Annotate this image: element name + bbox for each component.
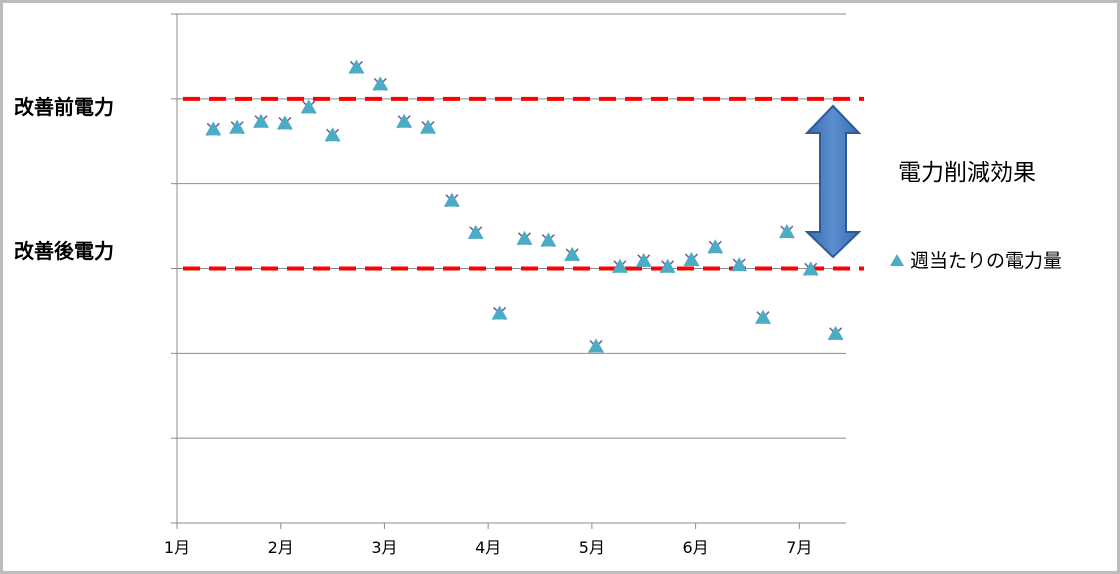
data-point (588, 338, 605, 354)
data-point (802, 261, 819, 276)
data-point (300, 99, 317, 114)
x-tick-label: 3月 (371, 538, 397, 557)
data-point (611, 258, 628, 274)
data-points (205, 59, 844, 354)
reference-lines (183, 96, 864, 271)
data-point (324, 127, 341, 142)
x-tick-label: 6月 (683, 538, 709, 557)
data-point (516, 230, 533, 246)
data-point (755, 309, 772, 325)
data-point (707, 239, 724, 254)
data-point (564, 246, 581, 262)
reduction-annotation: 電力削減効果 (898, 160, 1036, 186)
legend-label: 週当たりの電力量 (910, 250, 1062, 272)
data-point (372, 76, 389, 91)
x-tick-label: 1月 (164, 538, 190, 557)
data-point (420, 119, 437, 135)
x-tick-label: 2月 (268, 538, 294, 557)
data-point (491, 305, 508, 321)
x-tick-label: 7月 (786, 538, 812, 557)
reduction-arrow (804, 104, 862, 259)
data-point (276, 115, 293, 131)
axes (171, 13, 846, 524)
data-point (635, 252, 652, 268)
data-point (540, 232, 557, 248)
legend-marker-icon (890, 254, 904, 266)
x-tick-label: 4月 (475, 538, 501, 557)
data-point (396, 113, 413, 129)
data-point (659, 258, 676, 274)
data-point (443, 192, 460, 208)
data-point (778, 224, 795, 239)
x-tick-label: 5月 (579, 538, 605, 557)
ref-label-after: 改善後電力 (14, 239, 114, 263)
grid-lines (177, 13, 846, 439)
x-tick-labels: 1月 2月 3月 4月 5月 6月 7月 (164, 523, 812, 557)
data-point (205, 121, 222, 136)
data-point (683, 252, 700, 267)
data-point (827, 325, 844, 341)
data-point (229, 119, 246, 135)
data-point (731, 257, 748, 272)
data-point (348, 59, 365, 75)
ref-label-before: 改善前電力 (14, 95, 114, 119)
data-point (467, 224, 484, 240)
data-point (253, 113, 270, 129)
